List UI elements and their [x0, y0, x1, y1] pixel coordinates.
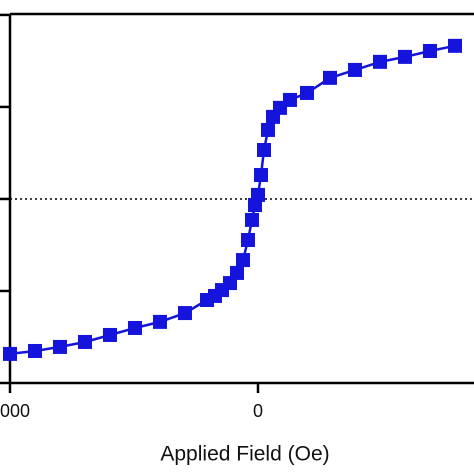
data-marker [347, 62, 362, 77]
data-marker [322, 70, 337, 85]
data-marker [240, 233, 255, 248]
data-marker [229, 265, 244, 280]
x-axis-title: Applied Field (Oe) [160, 443, 329, 466]
data-marker [102, 327, 117, 342]
data-marker [299, 85, 314, 100]
data-marker [152, 314, 167, 329]
data-marker [127, 320, 142, 335]
data-marker [256, 143, 271, 158]
data-marker [260, 122, 275, 137]
data-marker [235, 253, 250, 268]
data-marker [2, 346, 17, 361]
data-marker [397, 49, 412, 64]
data-marker [253, 168, 268, 183]
data-marker [244, 212, 259, 227]
data-marker [27, 343, 42, 358]
data-marker [372, 54, 387, 69]
series-line [9, 44, 456, 356]
x-tick-label: 0 [253, 401, 263, 421]
data-marker [422, 43, 437, 58]
data-marker [250, 187, 265, 202]
data-marker [448, 38, 463, 53]
data-marker [282, 92, 297, 107]
data-marker [177, 306, 192, 321]
data-marker [77, 334, 92, 349]
data-marker [52, 339, 67, 354]
x-tick-label: 000 [0, 401, 30, 421]
